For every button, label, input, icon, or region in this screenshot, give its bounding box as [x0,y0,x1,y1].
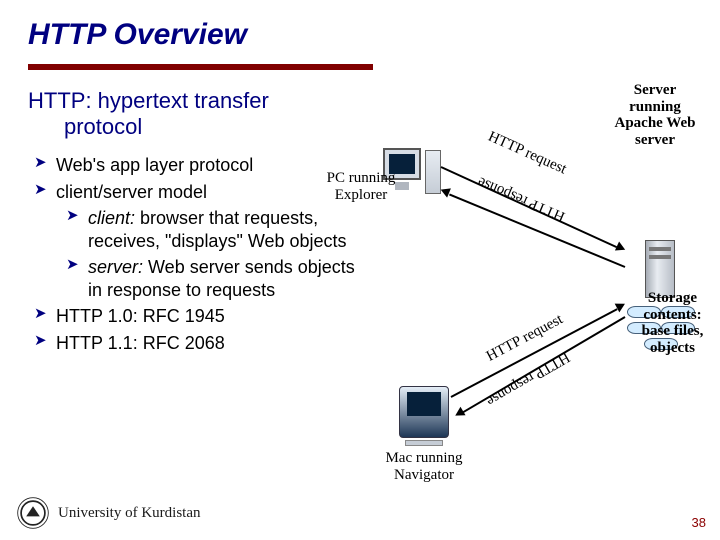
page-number: 38 [692,515,706,530]
sub-bullet-item: server: Web server sends objects in resp… [66,256,358,301]
pc-label: PC running Explorer [325,170,397,203]
bullet-list: Web's app layer protocol client/server m… [28,154,358,354]
storage-label: Storage contents: base files, objects [625,290,720,356]
tower-icon [425,150,441,194]
edge-label: HTTP response [475,172,567,224]
footer: University of Kurdistan [16,496,200,530]
sub-bullet-item: client: browser that requests, receives,… [66,207,358,252]
title-rule [28,64,373,70]
university-name: University of Kurdistan [58,505,200,522]
subheading: HTTP: hypertext transfer protocol [28,88,358,140]
bullet-item: HTTP 1.0: RFC 1945 [34,305,358,328]
slide-title-text: HTTP Overview [28,18,247,51]
edge-label: HTTP request [485,129,569,179]
arrowhead-icon [452,407,465,420]
bullet-item: Web's app layer protocol [34,154,358,177]
slide-title: HTTP Overview [0,0,720,60]
university-crest-icon [16,496,50,530]
sub-bullet-list: client: browser that requests, receives,… [56,207,358,301]
arrowhead-icon [615,242,627,255]
mac-node-icon [399,386,449,442]
left-column: HTTP: hypertext transfer protocol Web's … [28,88,358,358]
bullet-item: client/server model client: browser that… [34,181,358,302]
mac-label: Mac running Navigator [369,450,479,483]
network-diagram: PC running Explorer Mac running Navigato… [365,90,710,460]
subhead-line2: protocol [64,114,142,139]
bullet-item: HTTP 1.1: RFC 2068 [34,332,358,355]
subhead-line1: HTTP: hypertext transfer [28,88,269,113]
server-label: Server running Apache Web server [600,82,710,148]
